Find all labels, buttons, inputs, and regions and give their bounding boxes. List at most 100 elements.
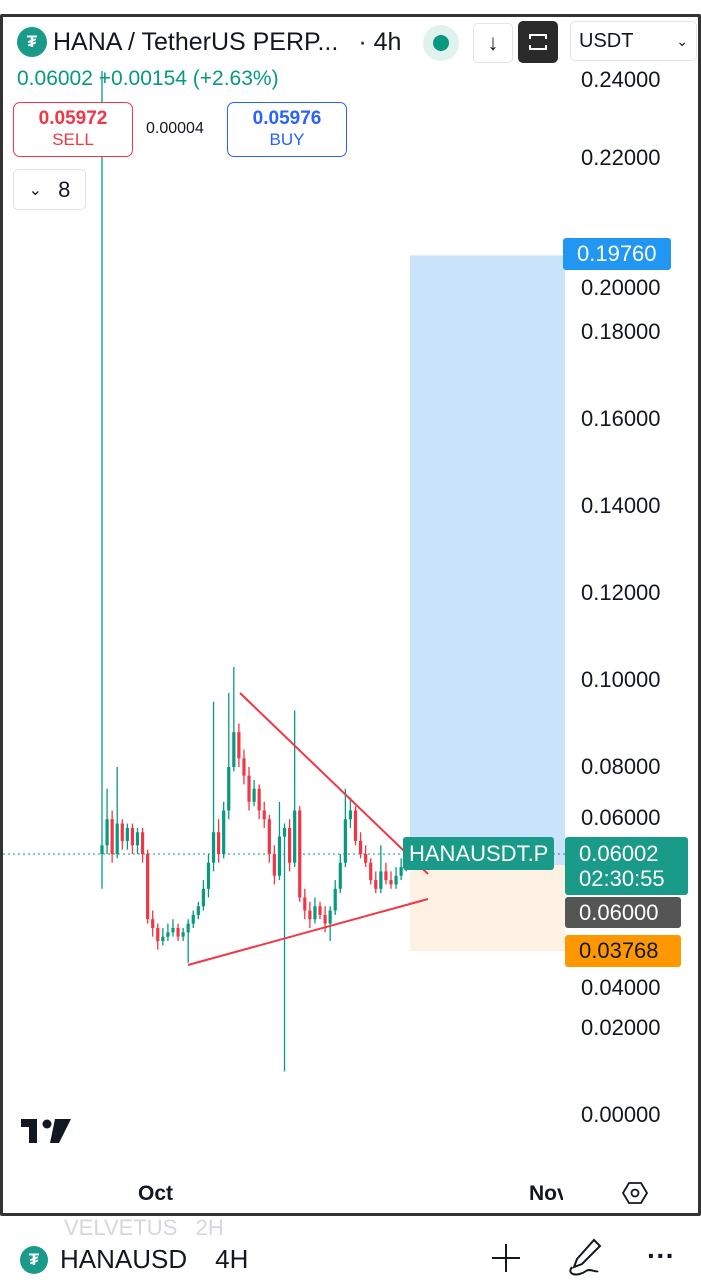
spread: 0.00004	[146, 120, 204, 137]
previous-symbol-interval: 2H	[195, 1215, 224, 1240]
price-axis-label: 0.04000	[581, 975, 661, 1000]
candle-body	[211, 832, 216, 863]
symbol: HANAUSD	[60, 1244, 188, 1274]
candle-body	[369, 862, 373, 881]
candle-body	[399, 867, 403, 876]
tradingview-logo-icon	[21, 1119, 71, 1143]
fullscreen-button[interactable]	[518, 21, 558, 63]
candle-body	[298, 810, 302, 898]
buy-label: BUY	[269, 130, 305, 149]
indicator-count: 8	[58, 176, 71, 202]
candle-body	[206, 862, 211, 889]
candle-body	[191, 914, 195, 924]
chart-frame: ₮ HANA / TetherUS PERP... · 4h ↓ USDT ⌄ 0…	[0, 14, 701, 1216]
trendline-lower[interactable]	[187, 898, 429, 966]
target-price-tag: 0.19760	[563, 238, 671, 270]
interval: · 4h	[358, 27, 402, 56]
price-axis-label: 0.02000	[581, 1015, 661, 1040]
candle-body	[105, 819, 109, 846]
more-icon[interactable]: ···	[647, 1240, 675, 1271]
candle-body	[323, 914, 327, 924]
candle-body	[348, 810, 353, 820]
candle-body	[333, 888, 337, 911]
candle-body	[181, 932, 185, 937]
candle-body	[110, 819, 114, 854]
pencil-icon[interactable]	[566, 1237, 604, 1277]
price-axis-label: 0.20000	[581, 275, 661, 300]
last-price: 0.06002	[17, 67, 93, 90]
candle-body	[293, 810, 297, 863]
bar-countdown: 02:30:55	[579, 866, 665, 891]
candle-body	[166, 932, 170, 937]
indicators-toggle[interactable]: ⌄ 8	[13, 169, 86, 210]
price-axis-label: 0.08000	[581, 754, 661, 779]
candle-body	[176, 927, 180, 937]
price-axis-label: 0.14000	[581, 493, 661, 518]
sell-price: 0.05972	[38, 108, 108, 129]
fullscreen-icon	[529, 34, 547, 50]
price-change: 0.06002 +0.00154 (+2.63%)	[17, 67, 279, 91]
time-label-nov: Nov	[529, 1182, 563, 1205]
candle-body	[394, 875, 398, 885]
candle-body	[257, 788, 261, 811]
price-axis-label: 0.10000	[581, 667, 661, 692]
market-status-icon[interactable]	[423, 25, 459, 61]
sell-button[interactable]: 0.05972 SELL	[13, 102, 133, 157]
candle-body	[374, 880, 378, 889]
stop-price-tag: 0.03768	[565, 935, 681, 967]
plus-icon[interactable]	[490, 1242, 522, 1274]
candle-body	[100, 845, 104, 854]
candle-body	[318, 906, 322, 915]
candle-body	[313, 906, 317, 920]
candle-body	[196, 906, 200, 915]
candle-body	[135, 832, 140, 846]
last-price-tag: 0.06002 02:30:55	[565, 837, 688, 895]
price-axis-label: 0.06000	[581, 805, 661, 830]
buy-price: 0.05976	[252, 108, 322, 129]
symbol-tag: HANAUSDT.P	[403, 837, 555, 870]
chevron-down-icon: ⌄	[28, 181, 43, 199]
candle-body	[364, 854, 368, 863]
price-axis-label: 0.12000	[581, 580, 661, 605]
chevron-down-icon: ⌄	[676, 32, 688, 49]
candle-body	[146, 854, 150, 920]
trendline-upper[interactable]	[239, 692, 429, 875]
interval[interactable]: 4H	[215, 1244, 249, 1274]
currency-select[interactable]: USDT ⌄	[570, 21, 697, 61]
candle-body	[287, 827, 292, 863]
price-axis-label: 0.16000	[581, 406, 661, 431]
candle-body	[140, 832, 145, 854]
stop-zone	[410, 865, 565, 952]
arrow-down-icon[interactable]: ↓	[473, 23, 513, 63]
candle-body	[186, 923, 190, 933]
price-axis-label: 0.22000	[581, 145, 661, 170]
previous-symbol: VELVETUS 2H	[64, 1216, 224, 1240]
candle-body	[156, 927, 160, 941]
candle-body	[277, 836, 282, 876]
entry-price-tag: 0.06000	[565, 897, 681, 928]
candle-body	[303, 897, 307, 911]
candle-body	[328, 910, 332, 924]
price-axis-label: 0.24000	[581, 67, 661, 92]
sell-label: SELL	[52, 130, 94, 149]
candle-body	[252, 788, 256, 802]
symbol-header[interactable]: ₮ HANA / TetherUS PERP... · 4h	[17, 27, 401, 57]
settings-icon[interactable]	[622, 1180, 648, 1206]
target-zone	[410, 255, 565, 865]
currency-value: USDT	[579, 29, 634, 52]
previous-symbol-name: VELVETUS	[64, 1215, 178, 1240]
time-label-oct: Oct	[138, 1182, 174, 1205]
candle-body	[115, 823, 119, 854]
buy-button[interactable]: 0.05976 BUY	[227, 102, 347, 157]
price-axis-label: 0.18000	[581, 319, 661, 344]
price-chart[interactable]	[3, 17, 701, 1216]
last-price-value: 0.06002	[579, 841, 659, 866]
candle-body	[338, 862, 342, 889]
candle-body	[151, 919, 155, 928]
price-axis-label: 0.00000	[581, 1102, 661, 1127]
candle-body	[343, 819, 347, 863]
candle-body	[125, 827, 129, 841]
change: +0.00154 (+2.63%)	[98, 67, 279, 90]
candle-body	[161, 936, 165, 941]
symbol-switcher[interactable]: ₮ HANAUSD 4H	[20, 1244, 248, 1275]
